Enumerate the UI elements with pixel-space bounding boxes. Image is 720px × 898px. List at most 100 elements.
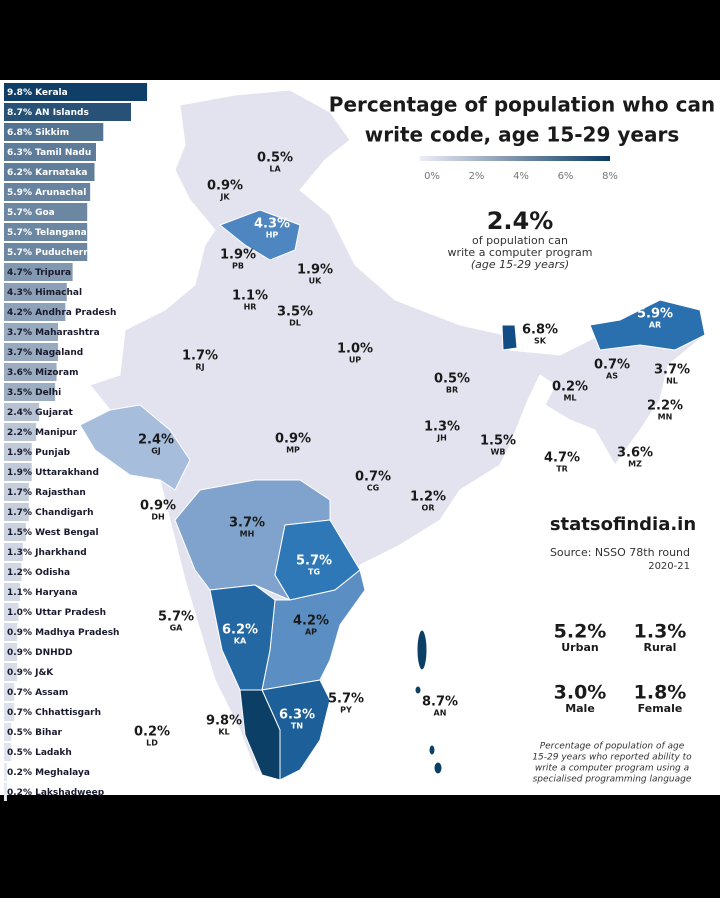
ranking-bar <box>4 223 88 241</box>
state-hp <box>219 209 301 261</box>
state-ar <box>589 299 706 351</box>
map-code: JH <box>436 434 447 443</box>
map-code: UK <box>309 277 322 286</box>
map-code: HP <box>266 231 279 240</box>
title: write code, age 15-29 years <box>365 123 679 147</box>
map-value: 0.5% <box>257 151 293 166</box>
ranking-bar <box>4 243 88 261</box>
legend-scale <box>420 156 610 161</box>
legend-tick-label: 2% <box>469 171 485 182</box>
map-value: 0.2% <box>134 725 170 740</box>
footnote: 15-29 years who reported ability to <box>532 753 692 763</box>
map-code: RJ <box>195 363 204 372</box>
map-value: 3.6% <box>617 446 653 461</box>
ranking-label: 0.5% Ladakh <box>7 748 72 758</box>
map-value: 1.3% <box>424 420 460 435</box>
ranking-label: 3.5% Delhi <box>7 388 61 398</box>
headline-text: write a computer program <box>448 246 593 259</box>
map-code: WB <box>491 448 506 457</box>
map-code: MZ <box>628 460 642 469</box>
map-code: JK <box>219 193 230 202</box>
ranking-label: 2.4% Gujarat <box>7 408 74 418</box>
map-value: 3.7% <box>229 516 265 531</box>
ranking-label: 1.7% Chandigarh <box>7 508 93 518</box>
map-value: 0.5% <box>434 372 470 387</box>
footnote: specialised programming language <box>533 775 692 785</box>
map-value: 5.7% <box>328 692 364 707</box>
ranking-label: 5.7% Telangana <box>7 228 87 238</box>
map-code: AS <box>606 372 618 381</box>
map-code: LA <box>269 165 281 174</box>
ranking-bar <box>4 743 12 761</box>
ranking-bar <box>4 703 15 721</box>
ranking-label: 6.8% Sikkim <box>7 128 69 138</box>
map-code: BR <box>446 386 458 395</box>
ranking-bar <box>4 163 95 181</box>
map-value: 0.9% <box>140 499 176 514</box>
map-code: LD <box>146 739 158 748</box>
map-value: 0.7% <box>594 358 630 373</box>
brand: statsofindia.in <box>550 514 696 535</box>
map-code: KA <box>234 637 247 646</box>
ranking-bar <box>4 783 7 801</box>
ranking-label: 3.7% Maharashtra <box>7 328 100 338</box>
map-value: 3.5% <box>277 305 313 320</box>
map-value: 0.2% <box>552 380 588 395</box>
map-code: KL <box>218 728 229 737</box>
ranking-label: 0.7% Chhattisgarh <box>7 708 101 718</box>
map-code: AR <box>649 321 661 330</box>
map-code: SK <box>534 337 547 346</box>
source: 2020-21 <box>648 561 690 572</box>
map-value: 2.2% <box>647 399 683 414</box>
ranking-label: 1.0% Uttar Pradesh <box>7 608 106 618</box>
ranking-bar <box>4 503 29 521</box>
ranking-bar <box>4 463 32 481</box>
ranking-label: 3.6% Mizoram <box>7 368 78 378</box>
map-value: 3.7% <box>654 363 690 378</box>
ranking-bar <box>4 123 104 141</box>
ranking-label: 0.9% J&K <box>7 668 54 678</box>
ranking-label: 1.3% Jharkhand <box>7 548 87 558</box>
map-code: NL <box>666 377 678 386</box>
ranking-bar <box>4 103 132 121</box>
island <box>433 761 443 775</box>
ranking-label: 1.2% Odisha <box>7 568 70 578</box>
map-value: 4.3% <box>254 217 290 232</box>
stat-value: 1.3% <box>634 621 687 643</box>
island <box>416 629 428 671</box>
map-code: HR <box>244 303 257 312</box>
map-code: TN <box>291 722 303 731</box>
map-code: DH <box>151 513 164 522</box>
ranking-label: 9.8% Kerala <box>7 88 68 98</box>
ranking-bar <box>4 363 57 381</box>
headline-text: (age 15-29 years) <box>471 258 569 271</box>
ranking-bar <box>4 763 7 781</box>
ranking-bar <box>4 323 59 341</box>
map-value: 1.9% <box>297 263 333 278</box>
ranking-bar <box>4 543 23 561</box>
ranking-bar <box>4 483 29 501</box>
ranking-bar <box>4 83 148 101</box>
source: Source: NSSO 78th round <box>550 546 690 559</box>
ranking-label: 3.7% Nagaland <box>7 348 83 358</box>
map-value: 8.7% <box>422 695 458 710</box>
map-value: 4.7% <box>544 451 580 466</box>
footnote: write a computer program using a <box>535 764 689 774</box>
map-code: ML <box>563 394 576 403</box>
ranking-label: 0.9% Madhya Pradesh <box>7 628 119 638</box>
ranking-bar <box>4 563 22 581</box>
ranking-label: 8.7% AN Islands <box>7 108 89 118</box>
map-value: 5.7% <box>158 610 194 625</box>
legend-tick-label: 8% <box>602 171 618 182</box>
map-value: 1.9% <box>220 248 256 263</box>
map-code: AN <box>434 709 447 718</box>
map-code: AP <box>305 628 317 637</box>
island <box>428 744 436 756</box>
map-value: 9.8% <box>206 714 242 729</box>
ranking-label: 1.9% Punjab <box>7 448 71 458</box>
ranking-label: 0.5% Bihar <box>7 728 63 738</box>
ranking-bar <box>4 663 18 681</box>
state-ka <box>209 584 276 691</box>
map-value: 6.3% <box>279 708 315 723</box>
map-value: 1.7% <box>182 349 218 364</box>
